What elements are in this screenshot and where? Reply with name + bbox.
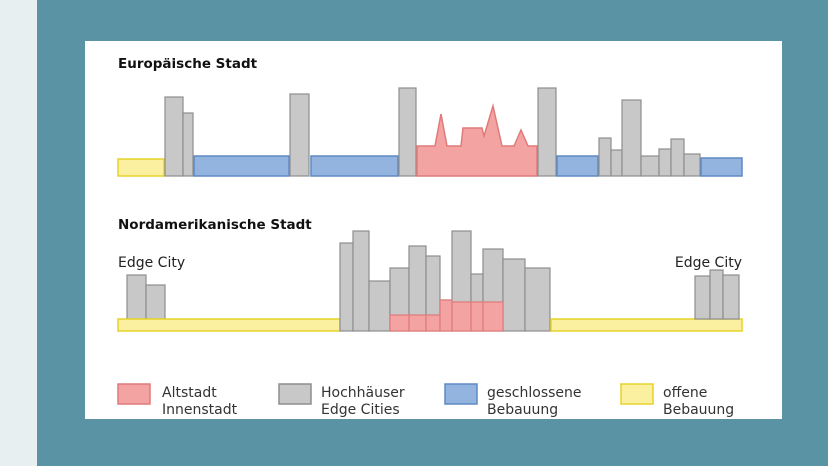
na-inner-city: [389, 299, 504, 332]
eu-highrise: [598, 137, 612, 177]
na-inner-city-block: [470, 301, 484, 332]
na-edge-city-building: [709, 269, 724, 320]
eu-highrise: [610, 149, 623, 177]
eu-closed-building-block: [700, 157, 743, 177]
eu-highrise: [537, 87, 557, 177]
legend-label: Bebauung: [663, 402, 734, 418]
european-city-title: Europäische Stadt: [118, 56, 258, 72]
eu-highrise: [182, 112, 194, 177]
left-margin-strip: [0, 0, 37, 466]
legend-label: Altstadt: [162, 385, 217, 401]
north-american-city-title: Nordamerikanische Stadt: [118, 217, 312, 233]
legend-item-hochhaeuser: Hochhäuser Edge Cities: [278, 383, 405, 418]
legend-item-geschlossene-bebauung: geschlossene Bebauung: [444, 383, 582, 418]
eu-closed-building-block: [310, 155, 399, 177]
eu-old-town: [416, 103, 538, 177]
na-open-building-band: [550, 318, 743, 332]
eu-highrise: [398, 87, 417, 177]
eu-highrise: [164, 96, 184, 177]
legend-label: geschlossene: [487, 385, 582, 401]
diagram-card: [85, 41, 782, 419]
legend-swatch-hochhaeuser: [278, 383, 312, 405]
legend-swatch-offene: [620, 383, 654, 405]
legend: Altstadt Innenstadt Hochhäuser Edge Citi…: [117, 383, 734, 418]
legend-label: Innenstadt: [162, 402, 238, 418]
na-inner-city-block: [482, 301, 504, 332]
legend-swatch-geschlossene: [444, 383, 478, 405]
na-edge-city-building: [694, 275, 711, 320]
na-downtown-highrise: [339, 242, 354, 332]
na-open-building-band: [117, 318, 341, 332]
european-city-skyline: [117, 87, 743, 177]
na-downtown-highrise: [502, 258, 526, 332]
eu-highrise: [640, 155, 660, 177]
na-inner-city-block: [389, 314, 410, 332]
legend-label: offene: [663, 385, 707, 401]
edge-city-label-left: Edge City: [118, 255, 185, 271]
eu-highrise: [658, 148, 672, 177]
na-inner-city-block: [425, 314, 441, 332]
na-downtown-highrise: [352, 230, 370, 332]
edge-city-label-right: Edge City: [675, 255, 742, 271]
na-edge-city-building: [126, 274, 147, 320]
eu-highrise: [683, 153, 701, 177]
eu-highrise: [289, 93, 310, 177]
na-inner-city-block: [408, 314, 427, 332]
legend-label: Bebauung: [487, 402, 558, 418]
legend-label: Edge Cities: [321, 402, 400, 418]
na-downtown-highrise: [368, 280, 391, 332]
eu-open-building-block: [117, 158, 165, 177]
eu-closed-building-block: [193, 155, 290, 177]
north-american-city-skyline: [117, 230, 743, 332]
legend-swatch-altstadt: [117, 383, 151, 405]
legend-label: Hochhäuser: [321, 385, 405, 401]
na-edge-city-building: [145, 284, 166, 320]
legend-item-offene-bebauung: offene Bebauung: [620, 383, 734, 418]
eu-highrise: [621, 99, 642, 177]
eu-closed-building-block: [556, 155, 599, 177]
na-inner-city-block: [451, 301, 472, 332]
na-inner-city-block: [439, 299, 453, 332]
legend-item-altstadt: Altstadt Innenstadt: [117, 383, 238, 418]
na-downtown-highrise: [524, 267, 551, 332]
na-edge-city-building: [722, 274, 740, 320]
eu-highrise: [670, 138, 685, 177]
